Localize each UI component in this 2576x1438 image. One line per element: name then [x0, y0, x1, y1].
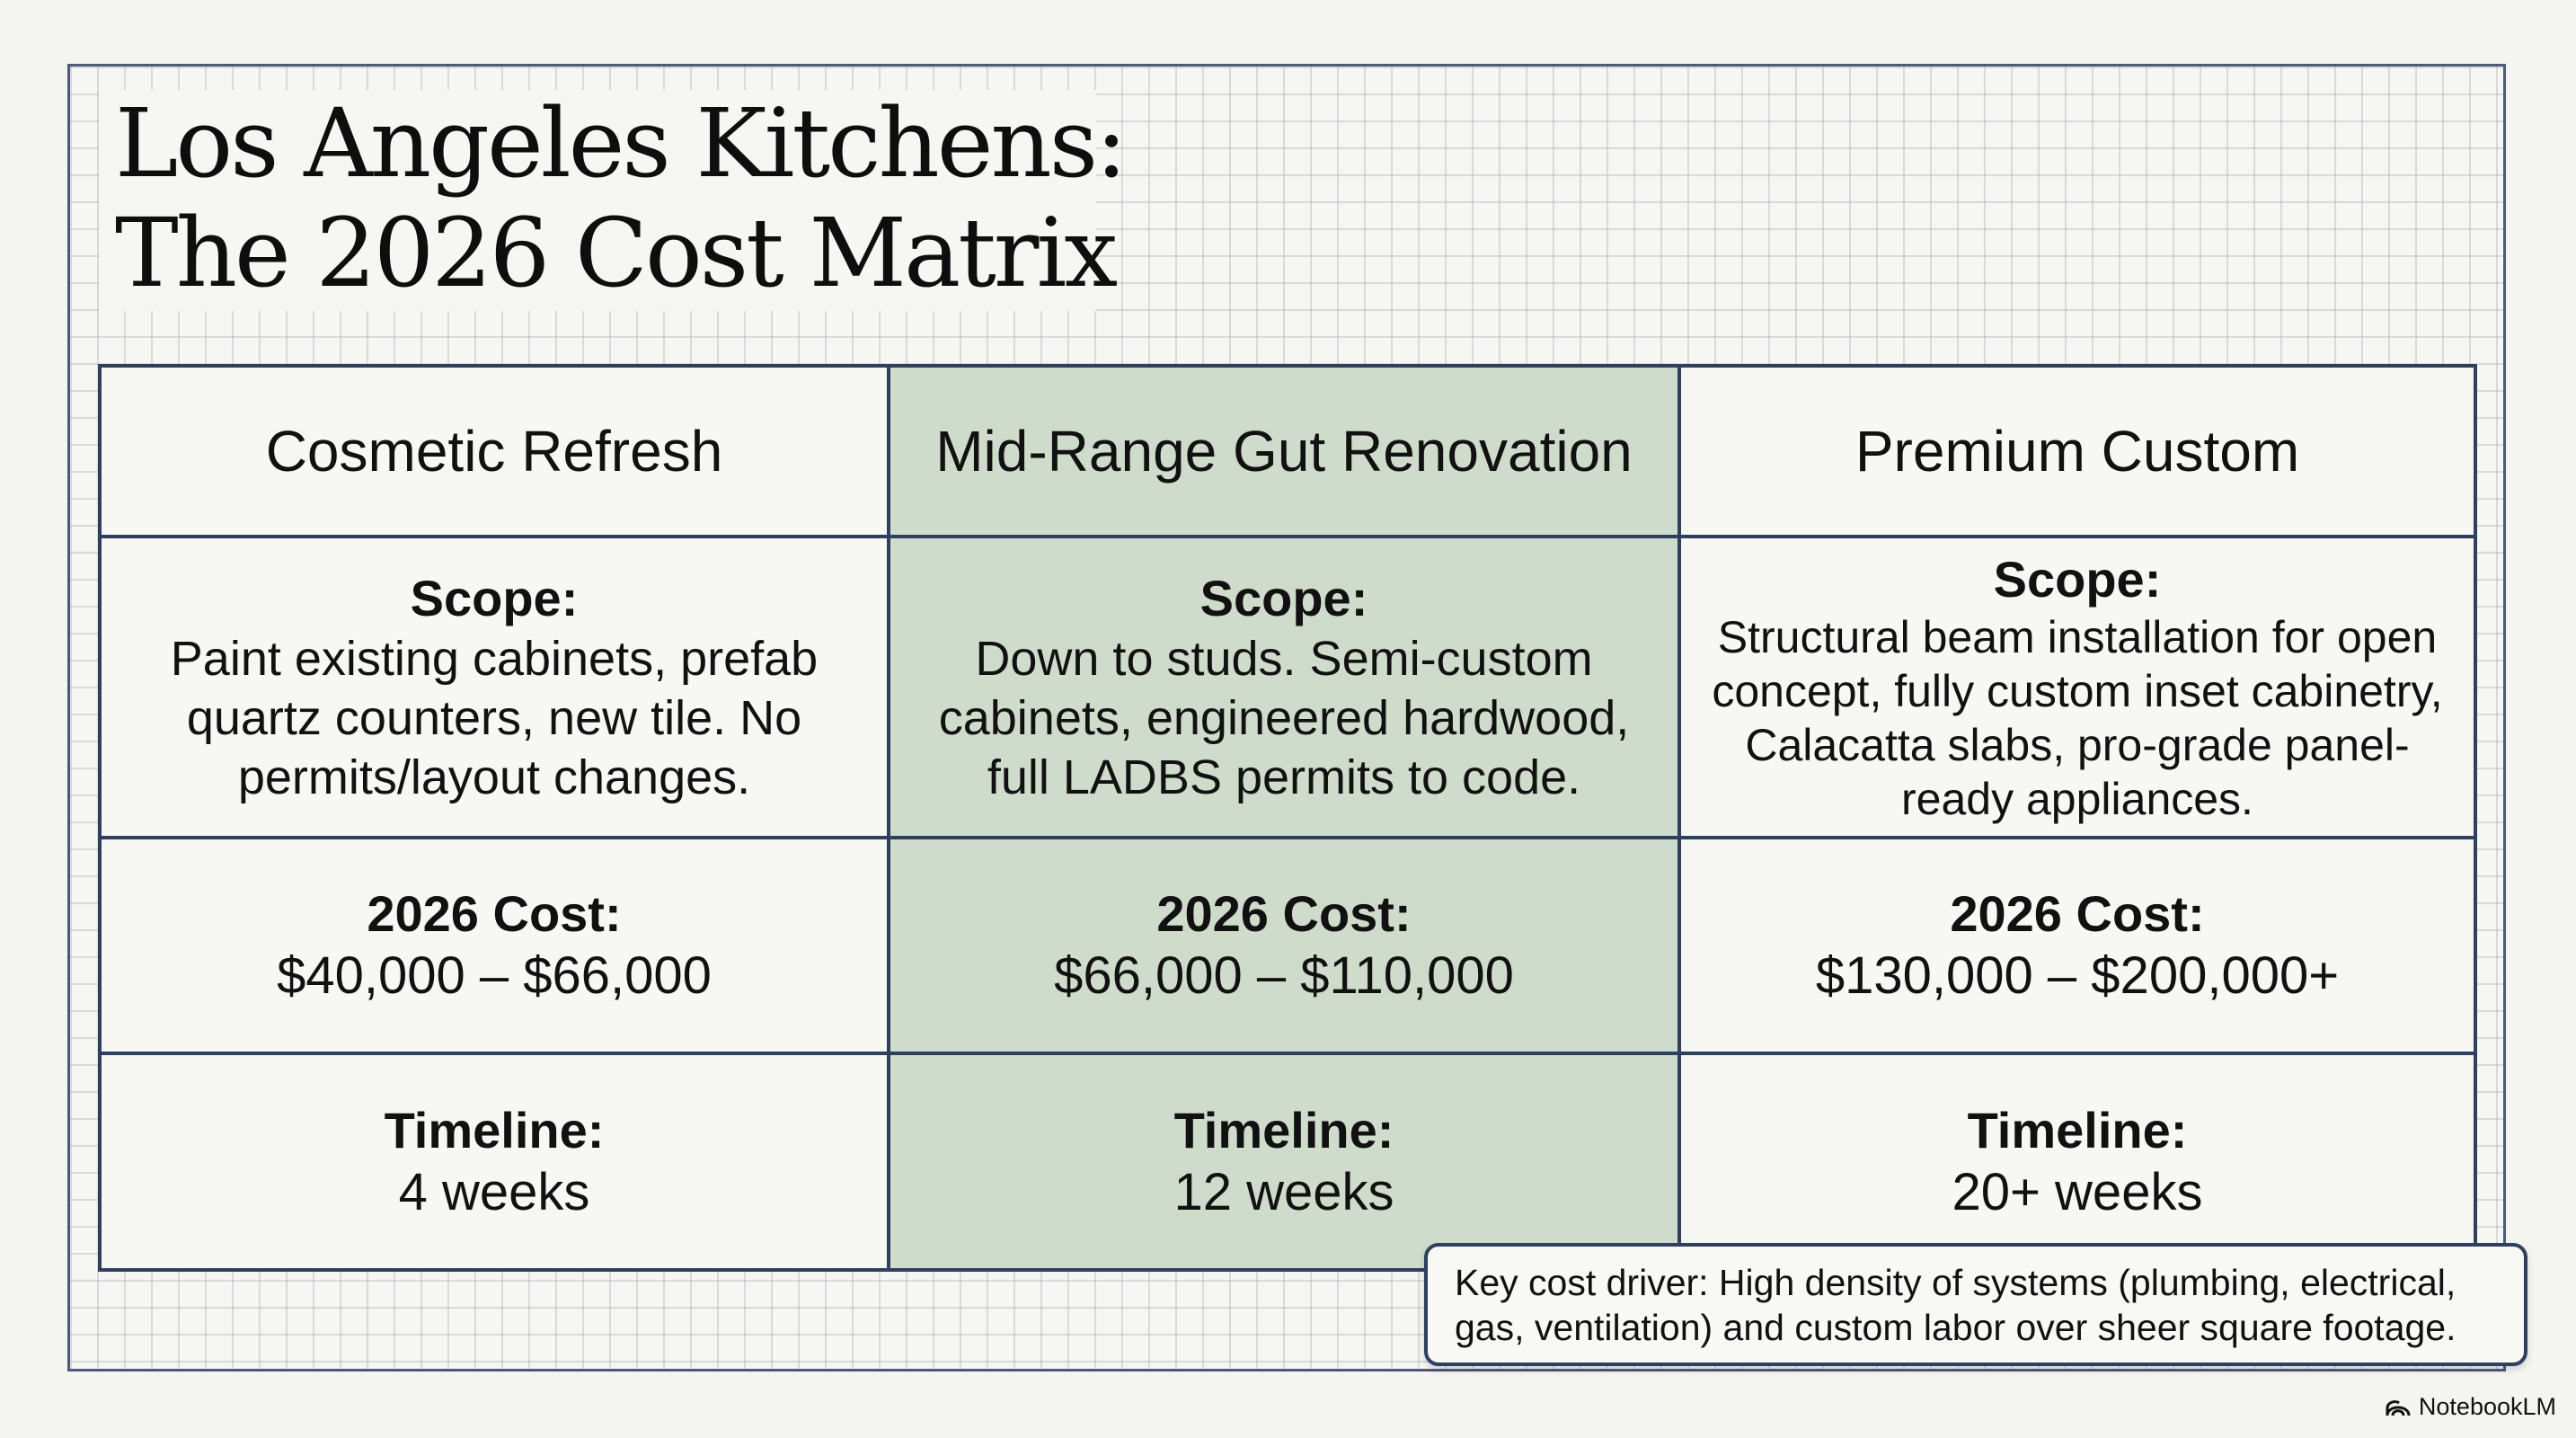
callout-text: Key cost driver: High density of systems… [1455, 1261, 2456, 1348]
brand-watermark: NotebookLM [2385, 1393, 2556, 1421]
scope-text: Down to studs. Semi-custom cabinets, eng… [938, 631, 1630, 804]
timeline-label: Timeline: [384, 1101, 605, 1158]
cost-value: $130,000 – $200,000+ [1815, 946, 2340, 1005]
cost-cell-cosmetic: 2026 Cost: $40,000 – $66,000 [102, 839, 890, 1055]
header-cell-cosmetic: Cosmetic Refresh [102, 368, 890, 538]
timeline-label: Timeline: [1967, 1102, 2188, 1158]
column-header: Premium Custom [1855, 419, 2300, 484]
timeline-value: 12 weeks [1173, 1162, 1394, 1221]
scope-text: Structural beam installation for open co… [1712, 611, 2443, 824]
cost-value: $40,000 – $66,000 [277, 946, 712, 1005]
brand-name: NotebookLM [2418, 1393, 2556, 1420]
scope-cell-premium: Scope: Structural beam installation for … [1681, 538, 2474, 839]
scope-cell-cosmetic: Scope: Paint existing cabinets, prefab q… [102, 538, 890, 839]
column-header: Cosmetic Refresh [265, 419, 723, 484]
scope-label: Scope: [1199, 569, 1368, 626]
timeline-value: 20+ weeks [1952, 1163, 2203, 1221]
cost-label: 2026 Cost: [1156, 885, 1412, 942]
header-cell-mid-range: Mid-Range Gut Renovation [890, 368, 1681, 538]
page-title-line-2: The 2026 Cost Matrix [115, 198, 1118, 308]
page-title-line-1: Los Angeles Kitchens: [115, 88, 1128, 199]
cost-label: 2026 Cost: [1950, 885, 2205, 942]
timeline-cell-mid-range: Timeline: 12 weeks [890, 1055, 1681, 1268]
timeline-label: Timeline: [1173, 1101, 1394, 1158]
scope-cell-mid-range: Scope: Down to studs. Semi-custom cabine… [890, 538, 1681, 839]
timeline-value: 4 weeks [398, 1162, 590, 1221]
timeline-cell-cosmetic: Timeline: 4 weeks [102, 1055, 890, 1268]
scope-label: Scope: [1993, 550, 2162, 608]
column-header: Mid-Range Gut Renovation [935, 419, 1633, 484]
scope-text: Paint existing cabinets, prefab quartz c… [170, 631, 819, 804]
timeline-cell-premium: Timeline: 20+ weeks [1681, 1055, 2474, 1268]
header-cell-premium: Premium Custom [1681, 368, 2474, 538]
cost-value: $66,000 – $110,000 [1054, 946, 1514, 1005]
cost-cell-mid-range: 2026 Cost: $66,000 – $110,000 [890, 839, 1681, 1055]
scope-label: Scope: [410, 569, 579, 626]
key-cost-driver-callout: Key cost driver: High density of systems… [1424, 1243, 2527, 1366]
title-panel [99, 90, 1096, 311]
cost-matrix-table: Cosmetic Refresh Mid-Range Gut Renovatio… [98, 364, 2477, 1272]
cost-cell-premium: 2026 Cost: $130,000 – $200,000+ [1681, 839, 2474, 1055]
notebooklm-logo-icon [2385, 1398, 2412, 1417]
cost-label: 2026 Cost: [367, 885, 622, 942]
